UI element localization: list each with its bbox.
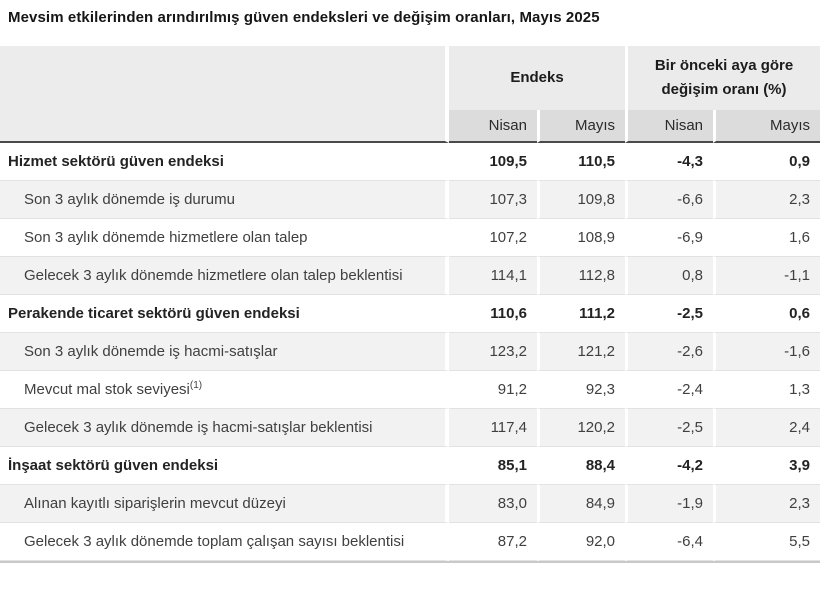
value-cell: 123,2: [449, 333, 537, 371]
value-cell: 121,2: [537, 333, 626, 371]
value-cell: -6,4: [625, 523, 714, 561]
row-label: Son 3 aylık dönemde hizmetlere olan tale…: [0, 219, 449, 257]
value-cell: 112,8: [537, 257, 626, 295]
row-label: Gelecek 3 aylık dönemde hizmetlere olan …: [0, 257, 449, 295]
value-cell: 110,6: [449, 295, 537, 333]
value-cell: 87,2: [449, 523, 537, 561]
value-cell: 84,9: [537, 485, 626, 523]
table-row: Mevcut mal stok seviyesi(1) 91,2 92,3 -2…: [0, 371, 820, 409]
row-label: Gelecek 3 aylık dönemde toplam çalışan s…: [0, 523, 449, 561]
table-row: Son 3 aylık dönemde iş hacmi-satışlar 12…: [0, 333, 820, 371]
table-row: Alınan kayıtlı siparişlerin mevcut düzey…: [0, 485, 820, 523]
table-row: Hizmet sektörü güven endeksi 109,5 110,5…: [0, 143, 820, 181]
row-label: Gelecek 3 aylık dönemde iş hacmi-satışla…: [0, 409, 449, 447]
value-cell: 117,4: [449, 409, 537, 447]
value-cell: 83,0: [449, 485, 537, 523]
table-row: Gelecek 3 aylık dönemde iş hacmi-satışla…: [0, 409, 820, 447]
table-body: Hizmet sektörü güven endeksi 109,5 110,5…: [0, 143, 820, 561]
value-cell: 0,6: [713, 295, 820, 333]
value-cell: 109,5: [449, 143, 537, 181]
value-cell: 0,8: [625, 257, 714, 295]
value-cell: 107,2: [449, 219, 537, 257]
value-cell: 108,9: [537, 219, 626, 257]
group-header-row: Endeks Bir önceki aya göre değişim oranı…: [0, 46, 820, 143]
value-cell: -4,3: [625, 143, 714, 181]
row-label: Perakende ticaret sektörü güven endeksi: [0, 295, 449, 333]
value-cell: 109,8: [537, 181, 626, 219]
value-cell: -2,4: [625, 371, 714, 409]
value-cell: 107,3: [449, 181, 537, 219]
subheader-endeks-nisan: Nisan: [449, 110, 537, 143]
page-title: Mevsim etkilerinden arındırılmış güven e…: [8, 9, 600, 26]
value-cell: -6,9: [625, 219, 714, 257]
value-cell: -1,6: [713, 333, 820, 371]
value-cell: 91,2: [449, 371, 537, 409]
subheader-endeks-mayis: Mayıs: [537, 110, 626, 143]
row-label: Son 3 aylık dönemde iş durumu: [0, 181, 449, 219]
table-row: Son 3 aylık dönemde hizmetlere olan tale…: [0, 219, 820, 257]
row-label: Mevcut mal stok seviyesi(1): [0, 371, 449, 409]
value-cell: 1,3: [713, 371, 820, 409]
row-label: İnşaat sektörü güven endeksi: [0, 447, 449, 485]
value-cell: -2,5: [625, 295, 714, 333]
value-cell: -1,1: [713, 257, 820, 295]
value-cell: -2,5: [625, 409, 714, 447]
value-cell: 2,3: [713, 181, 820, 219]
value-cell: 2,3: [713, 485, 820, 523]
table-row: İnşaat sektörü güven endeksi 85,1 88,4 -…: [0, 447, 820, 485]
subheader-change-mayis: Mayıs: [713, 110, 820, 143]
row-label: Son 3 aylık dönemde iş hacmi-satışlar: [0, 333, 449, 371]
row-label: Hizmet sektörü güven endeksi: [0, 143, 449, 181]
table-row: Son 3 aylık dönemde iş durumu 107,3 109,…: [0, 181, 820, 219]
col-group-change-rate: Bir önceki aya göre değişim oranı (%): [625, 46, 820, 110]
value-cell: 110,5: [537, 143, 626, 181]
value-cell: 92,0: [537, 523, 626, 561]
value-cell: 5,5: [713, 523, 820, 561]
value-cell: 3,9: [713, 447, 820, 485]
table-header: Endeks Bir önceki aya göre değişim oranı…: [0, 46, 820, 143]
table-row: Gelecek 3 aylık dönemde toplam çalışan s…: [0, 523, 820, 561]
value-cell: 85,1: [449, 447, 537, 485]
value-cell: 88,4: [537, 447, 626, 485]
sub-header-row: Nisan Mayıs Nisan Mayıs: [0, 110, 820, 143]
footnote-marker: (1): [189, 380, 203, 391]
subheader-change-nisan: Nisan: [625, 110, 714, 143]
value-cell: 0,9: [713, 143, 820, 181]
value-cell: -6,6: [625, 181, 714, 219]
value-cell: 114,1: [449, 257, 537, 295]
value-cell: -1,9: [625, 485, 714, 523]
corner-cell: [0, 46, 449, 143]
value-cell: 111,2: [537, 295, 626, 333]
value-cell: 1,6: [713, 219, 820, 257]
confidence-index-table: Endeks Bir önceki aya göre değişim oranı…: [0, 46, 820, 563]
row-label: Alınan kayıtlı siparişlerin mevcut düzey…: [0, 485, 449, 523]
value-cell: -2,6: [625, 333, 714, 371]
table-row: Gelecek 3 aylık dönemde hizmetlere olan …: [0, 257, 820, 295]
col-group-endeks: Endeks: [449, 46, 626, 110]
value-cell: -4,2: [625, 447, 714, 485]
value-cell: 92,3: [537, 371, 626, 409]
value-cell: 2,4: [713, 409, 820, 447]
table-row: Perakende ticaret sektörü güven endeksi …: [0, 295, 820, 333]
value-cell: 120,2: [537, 409, 626, 447]
